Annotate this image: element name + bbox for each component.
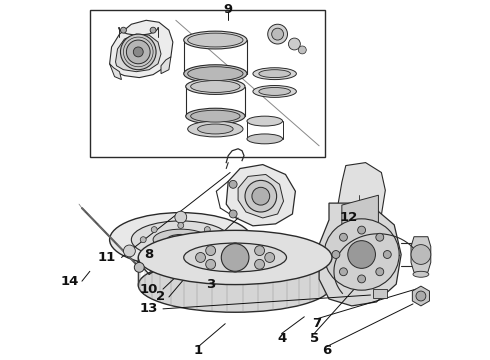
Circle shape bbox=[298, 46, 306, 54]
Circle shape bbox=[358, 275, 366, 283]
Polygon shape bbox=[116, 34, 161, 72]
Bar bbox=[373, 289, 387, 298]
Text: 12: 12 bbox=[340, 211, 358, 224]
Circle shape bbox=[204, 247, 210, 253]
Ellipse shape bbox=[110, 213, 252, 267]
Ellipse shape bbox=[138, 230, 332, 285]
Ellipse shape bbox=[247, 134, 283, 144]
Text: 13: 13 bbox=[140, 302, 158, 315]
Circle shape bbox=[178, 222, 184, 228]
Polygon shape bbox=[413, 286, 429, 306]
Polygon shape bbox=[334, 163, 385, 252]
Circle shape bbox=[196, 252, 205, 262]
Circle shape bbox=[340, 268, 347, 276]
Circle shape bbox=[221, 244, 249, 271]
Polygon shape bbox=[411, 237, 431, 272]
Circle shape bbox=[206, 246, 216, 256]
Text: 2: 2 bbox=[156, 291, 166, 303]
Ellipse shape bbox=[184, 31, 247, 49]
Polygon shape bbox=[238, 175, 284, 218]
Circle shape bbox=[229, 180, 237, 188]
Circle shape bbox=[226, 245, 238, 257]
Ellipse shape bbox=[131, 221, 230, 258]
Ellipse shape bbox=[259, 70, 291, 78]
Text: 11: 11 bbox=[98, 251, 116, 264]
Text: 14: 14 bbox=[61, 275, 79, 288]
Ellipse shape bbox=[413, 271, 429, 277]
Ellipse shape bbox=[188, 33, 243, 47]
Ellipse shape bbox=[167, 234, 195, 245]
Circle shape bbox=[229, 210, 237, 218]
Ellipse shape bbox=[186, 78, 245, 94]
Polygon shape bbox=[226, 165, 295, 226]
Ellipse shape bbox=[253, 68, 296, 80]
Polygon shape bbox=[110, 20, 173, 78]
Circle shape bbox=[134, 262, 144, 272]
Circle shape bbox=[151, 227, 157, 233]
Circle shape bbox=[271, 28, 284, 40]
Circle shape bbox=[215, 237, 221, 243]
Circle shape bbox=[376, 233, 384, 241]
Text: 8: 8 bbox=[145, 248, 154, 261]
Ellipse shape bbox=[253, 86, 296, 97]
Circle shape bbox=[358, 226, 366, 234]
Circle shape bbox=[206, 259, 216, 269]
Circle shape bbox=[126, 40, 150, 64]
Circle shape bbox=[252, 187, 270, 205]
Ellipse shape bbox=[184, 243, 287, 272]
Circle shape bbox=[268, 24, 288, 44]
Polygon shape bbox=[342, 195, 378, 240]
Ellipse shape bbox=[188, 67, 243, 81]
Circle shape bbox=[178, 251, 184, 257]
Circle shape bbox=[150, 27, 156, 33]
Circle shape bbox=[204, 227, 210, 233]
Circle shape bbox=[151, 247, 157, 253]
Circle shape bbox=[121, 34, 156, 70]
Ellipse shape bbox=[186, 108, 245, 124]
Text: 6: 6 bbox=[322, 344, 332, 357]
Text: 5: 5 bbox=[310, 332, 318, 345]
Text: 3: 3 bbox=[206, 278, 215, 291]
Ellipse shape bbox=[197, 124, 233, 134]
Ellipse shape bbox=[191, 81, 240, 93]
Circle shape bbox=[121, 27, 126, 33]
Circle shape bbox=[123, 245, 135, 257]
Circle shape bbox=[416, 291, 426, 301]
Ellipse shape bbox=[153, 229, 208, 250]
Polygon shape bbox=[110, 64, 122, 80]
Circle shape bbox=[340, 233, 347, 241]
Polygon shape bbox=[161, 57, 171, 74]
Polygon shape bbox=[319, 203, 401, 306]
Ellipse shape bbox=[247, 116, 283, 126]
Ellipse shape bbox=[191, 110, 240, 122]
Ellipse shape bbox=[188, 121, 243, 137]
Circle shape bbox=[133, 47, 143, 57]
Circle shape bbox=[376, 268, 384, 276]
Text: 10: 10 bbox=[140, 283, 158, 296]
Circle shape bbox=[245, 180, 277, 212]
Circle shape bbox=[230, 262, 240, 272]
Circle shape bbox=[411, 245, 431, 264]
Ellipse shape bbox=[184, 65, 247, 82]
Ellipse shape bbox=[138, 258, 332, 312]
Circle shape bbox=[175, 211, 187, 223]
Text: 1: 1 bbox=[194, 344, 203, 357]
Circle shape bbox=[265, 252, 275, 262]
Circle shape bbox=[348, 241, 375, 268]
Text: 4: 4 bbox=[277, 332, 286, 345]
Circle shape bbox=[383, 251, 391, 258]
Text: 9: 9 bbox=[223, 3, 233, 16]
Circle shape bbox=[230, 243, 240, 253]
Ellipse shape bbox=[259, 87, 291, 95]
Ellipse shape bbox=[324, 219, 399, 290]
Circle shape bbox=[255, 246, 265, 256]
Circle shape bbox=[332, 251, 340, 258]
Circle shape bbox=[289, 38, 300, 50]
Circle shape bbox=[255, 259, 265, 269]
Text: 7: 7 bbox=[313, 317, 322, 330]
Bar bbox=[90, 10, 325, 157]
Circle shape bbox=[140, 237, 146, 243]
